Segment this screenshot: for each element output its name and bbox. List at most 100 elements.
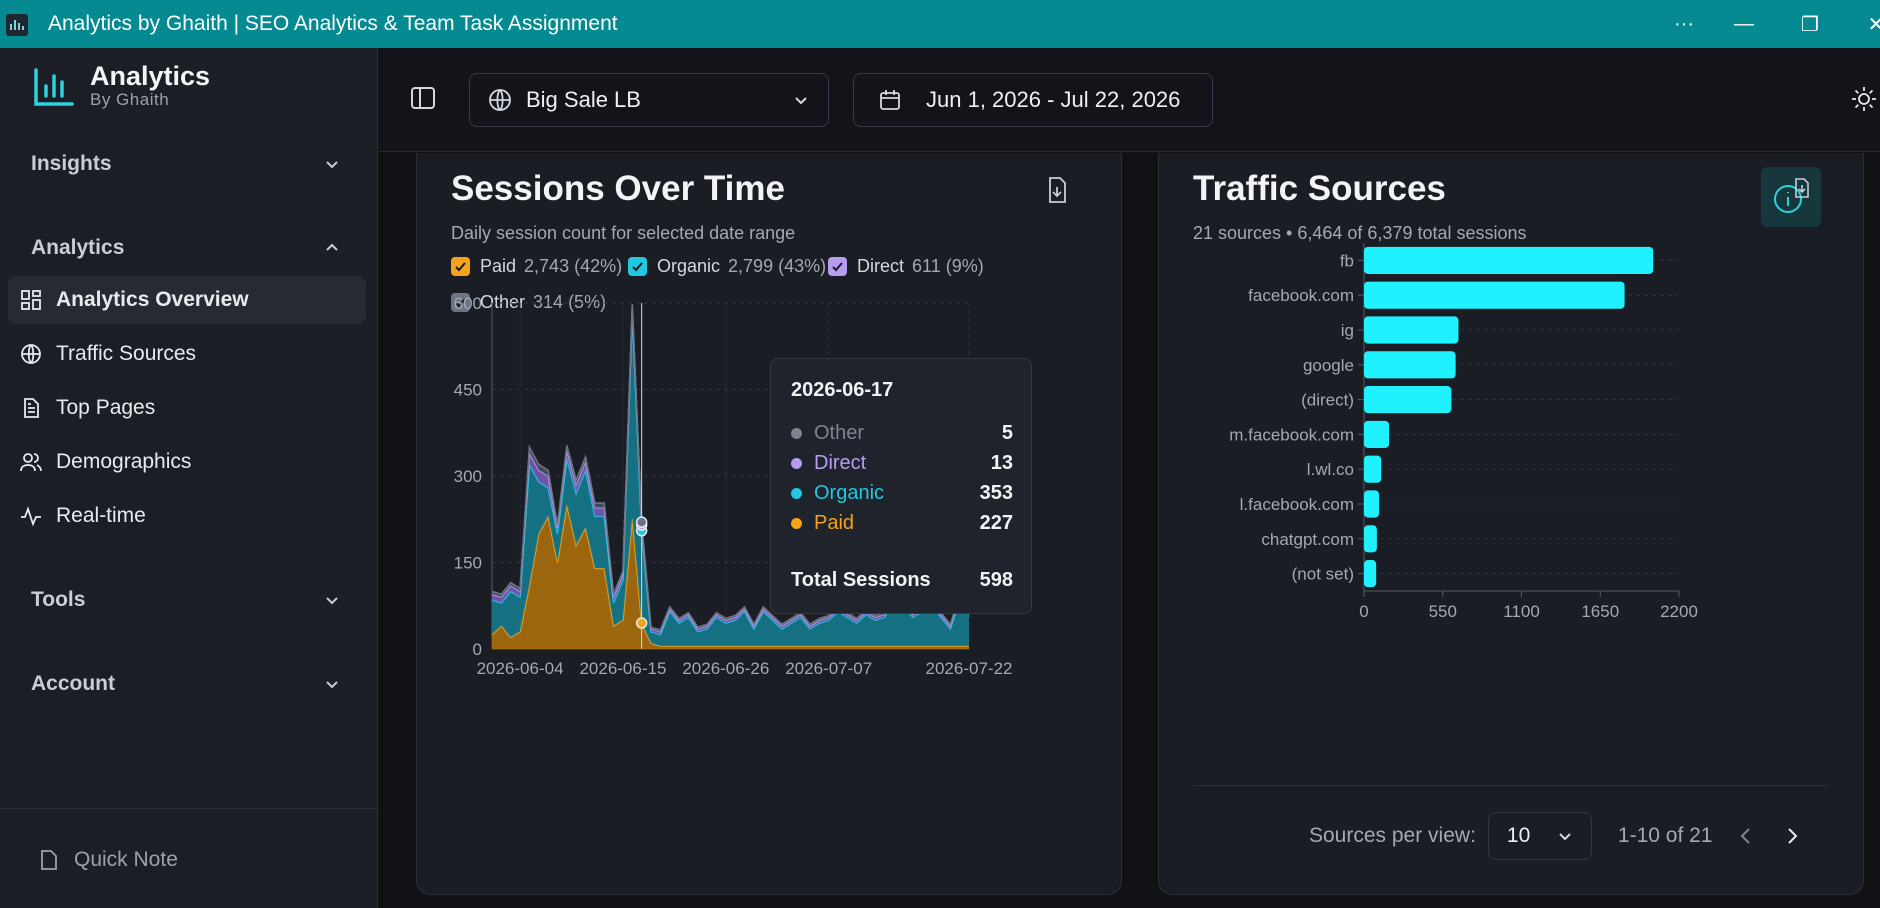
category-label: facebook.com [1248,286,1354,305]
traffic-title: Traffic Sources [1193,169,1446,208]
brand[interactable]: Analytics By Ghaith [32,62,210,110]
sidebar-item-label: Real-time [56,504,146,527]
bar [1364,386,1452,414]
tooltip-row-organic: Organic 353 [791,482,1013,505]
download-icon[interactable] [1042,175,1072,205]
per-view-value: 10 [1506,824,1531,847]
sidebar-item-demographics[interactable]: Demographics [8,438,366,486]
category-label: l.wl.co [1307,460,1354,479]
section-insights[interactable]: Insights [31,152,341,176]
date-range-picker[interactable]: Jun 1, 2026 - Jul 22, 2026 [853,73,1213,127]
bar [1364,351,1456,379]
sidebar-item-label: Traffic Sources [56,342,197,365]
series-dot-icon [791,458,802,469]
chart-tooltip: 2026-06-17 Other 5 Direct 13 Organic 353… [770,358,1032,614]
more-options-icon[interactable]: ··· [1674,12,1694,35]
tooltip-value: 227 [979,512,1013,534]
bar [1364,525,1377,553]
tooltip-date: 2026-06-17 [791,379,894,401]
chevron-left-icon[interactable] [1734,824,1758,848]
close-button[interactable]: ✕ [1867,13,1880,36]
restore-button[interactable]: ❐ [1801,13,1819,36]
site-select[interactable]: Big Sale LB [469,73,829,127]
sidebar-item-traffic-sources[interactable]: Traffic Sources [8,330,366,378]
sidebar-item-analytics-overview[interactable]: Analytics Overview [8,276,366,324]
section-analytics[interactable]: Analytics [31,236,341,260]
bar [1364,246,1654,274]
chevron-down-icon [326,597,338,605]
sidebar-item-top-pages[interactable]: Top Pages [8,384,366,432]
legend-label: Paid [480,256,517,276]
per-view-label: Sources per view: [1309,824,1476,847]
tooltip-label: Other [814,422,865,444]
x-tick-label: 2026-07-07 [785,659,872,678]
section-account-label: Account [31,672,115,695]
traffic-card: Traffic Sources 21 sources • 6,464 of 6,… [1158,153,1864,895]
bar [1364,560,1377,588]
traffic-bar-chart[interactable]: 0 550 1100 1650 2200 fb facebook.com ig google (d… [1159,153,1865,773]
y-tick-label: 150 [454,554,482,573]
quick-note-button[interactable]: Quick Note [38,848,178,872]
tooltip-value: 353 [979,482,1013,504]
tooltip-value: 13 [990,452,1013,474]
chevron-down-icon [326,681,338,689]
tooltip-label: Direct [814,452,867,474]
window-titlebar: Analytics by Ghaith | SEO Analytics & Te… [0,0,1880,48]
sun-icon[interactable] [1851,86,1877,112]
sidebar-item-label: Analytics Overview [56,288,249,311]
sidebar-item-label: Demographics [56,450,192,473]
sessions-card: Sessions Over Time Daily session count f… [416,153,1122,895]
sidebar-divider [0,808,378,809]
category-label: (not set) [1292,565,1354,584]
window-title: Analytics by Ghaith | SEO Analytics & Te… [48,12,618,35]
sidebar-toggle-icon[interactable] [409,84,437,112]
x-tick-label: 0 [1359,602,1368,621]
section-tools-label: Tools [31,588,86,611]
legend-direct[interactable]: Direct 611 (9%) [828,256,984,277]
y-tick-label: 0 [473,640,482,659]
sidebar-item-label: Top Pages [56,396,156,419]
app-icon [6,14,28,36]
traffic-subtitle: 21 sources • 6,464 of 6,379 total sessio… [1193,223,1527,243]
legend-label: Organic [657,256,721,276]
chevron-down-icon [1559,833,1571,841]
legend-organic[interactable]: Organic 2,799 (43%) [628,256,826,277]
pagination: Sources per view: 10 1-10 of 21 [1309,811,1839,861]
section-tools[interactable]: Tools [31,588,341,612]
globe-icon [21,344,41,364]
bar [1364,490,1380,518]
main-content: Sessions Over Time Daily session count f… [379,153,1880,908]
calendar-icon [880,90,900,110]
legend-paid[interactable]: Paid 2,743 (42%) [451,256,622,277]
legend-other[interactable]: Other 314 (5%) [451,292,606,313]
per-view-select[interactable]: 10 [1487,812,1592,860]
bar [1364,455,1382,483]
file-icon [24,398,39,418]
topbar: Big Sale LB Jun 1, 2026 - Jul 22, 2026 [379,48,1880,152]
globe-icon [489,89,511,111]
legend-label: Direct [857,256,905,276]
activity-icon [21,506,41,527]
section-account[interactable]: Account [31,672,341,696]
sidebar-item-real-time[interactable]: Real-time [8,492,366,540]
sessions-subtitle: Daily session count for selected date ra… [451,223,796,243]
dashboard-icon [21,290,41,310]
tooltip-row-direct: Direct 13 [791,452,1013,475]
info-button[interactable] [1761,167,1821,227]
tooltip-total: Total Sessions 598 [791,569,1013,592]
tooltip-row-other: Other 5 [791,422,1013,445]
tooltip-total-value: 598 [979,569,1013,591]
x-tick-label: 2026-06-26 [682,659,769,678]
date-range-value: Jun 1, 2026 - Jul 22, 2026 [926,87,1181,112]
note-icon [41,850,57,870]
chevron-up-icon [326,243,338,251]
sessions-title: Sessions Over Time [451,169,785,208]
minimize-button[interactable]: — [1734,12,1754,35]
checkbox-checked-icon [451,293,470,312]
category-label: (direct) [1301,391,1354,410]
tooltip-row-paid: Paid 227 [791,512,1013,535]
checkbox-checked-icon [451,257,470,276]
legend-value: 2,799 (43%) [728,256,827,276]
chevron-right-icon[interactable] [1780,824,1804,848]
checkbox-checked-icon [828,257,847,276]
